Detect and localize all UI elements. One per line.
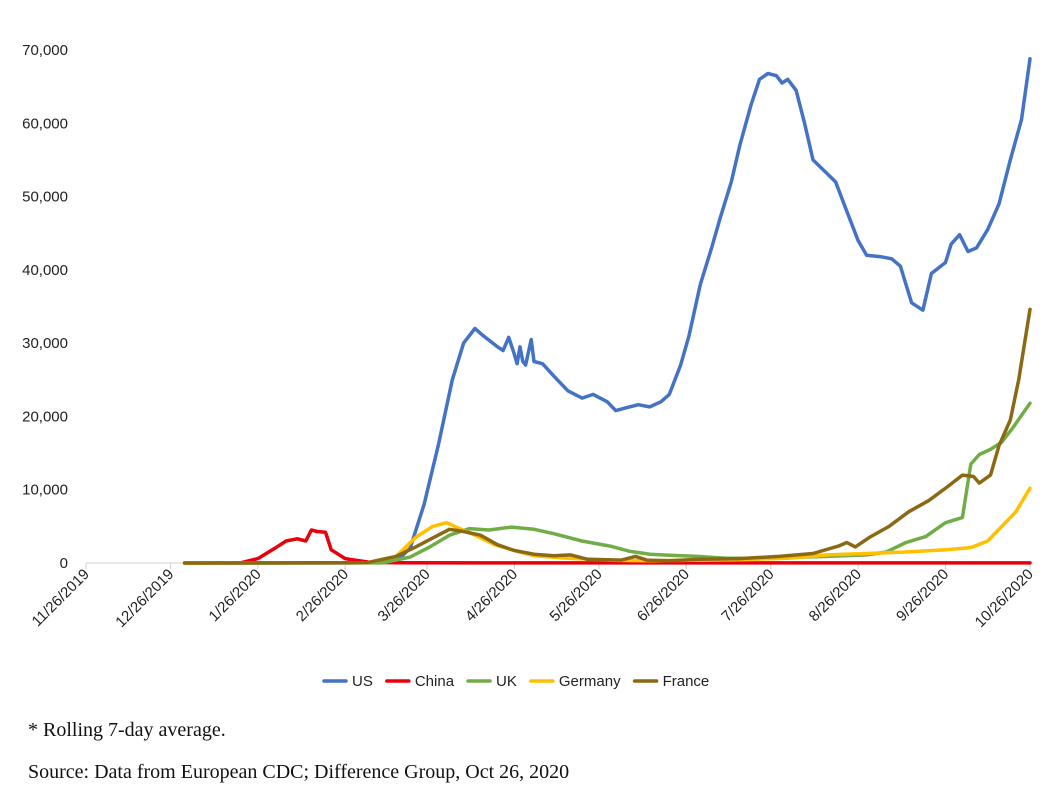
line-chart: 0 10,000 20,000 30,000 40,000 50,000 60,000 70,…: [22, 42, 1037, 690]
x-tick-label: 2/26/2020: [293, 566, 352, 625]
x-tick-label: 1/26/2020: [206, 566, 265, 625]
x-tick-label: 11/26/2019: [29, 566, 93, 630]
x-axis-tick-labels: 11/26/2019 12/26/2019 1/26/2020 2/26/2020 3/…: [29, 566, 1037, 631]
x-tick-label: 12/26/2019: [112, 566, 177, 631]
legend-label-france: France: [663, 673, 710, 690]
x-tick-label: 6/26/2020: [634, 566, 693, 625]
series-line-france: [182, 307, 1032, 565]
footnote-rolling-average: * Rolling 7-day average.: [28, 719, 226, 741]
y-tick-label: 30,000: [22, 335, 68, 352]
x-tick-label: 10/26/2020: [972, 566, 1037, 631]
x-tick-label: 9/26/2020: [893, 566, 952, 625]
x-tick-label: 5/26/2020: [546, 566, 605, 625]
legend-label-germany: Germany: [559, 673, 621, 690]
x-tick-label: 8/26/2020: [806, 566, 865, 625]
source-note: Source: Data from European CDC; Differen…: [28, 761, 570, 783]
legend-label-china: China: [415, 673, 455, 690]
x-tick-label: 4/26/2020: [462, 566, 521, 625]
x-tick-label: 3/26/2020: [375, 566, 434, 625]
y-tick-label: 20,000: [22, 408, 68, 425]
series-line-germany: [182, 486, 1032, 565]
y-tick-label: 50,000: [22, 189, 68, 206]
y-tick-label: 60,000: [22, 115, 68, 132]
y-axis-tick-labels: 0 10,000 20,000 30,000 40,000 50,000 60,000 70,…: [22, 42, 68, 572]
y-tick-label: 0: [60, 555, 68, 572]
series-line-uk: [182, 401, 1032, 565]
y-tick-label: 70,000: [22, 42, 68, 59]
y-tick-label: 10,000: [22, 482, 68, 499]
series-lines: [182, 57, 1032, 565]
x-tick-label: 7/26/2020: [718, 566, 777, 625]
legend-label-us: US: [352, 673, 373, 690]
legend-label-uk: UK: [496, 673, 517, 690]
y-tick-label: 40,000: [22, 262, 68, 279]
series-line-us: [182, 57, 1032, 565]
legend: US China UK Germany France: [322, 673, 710, 690]
